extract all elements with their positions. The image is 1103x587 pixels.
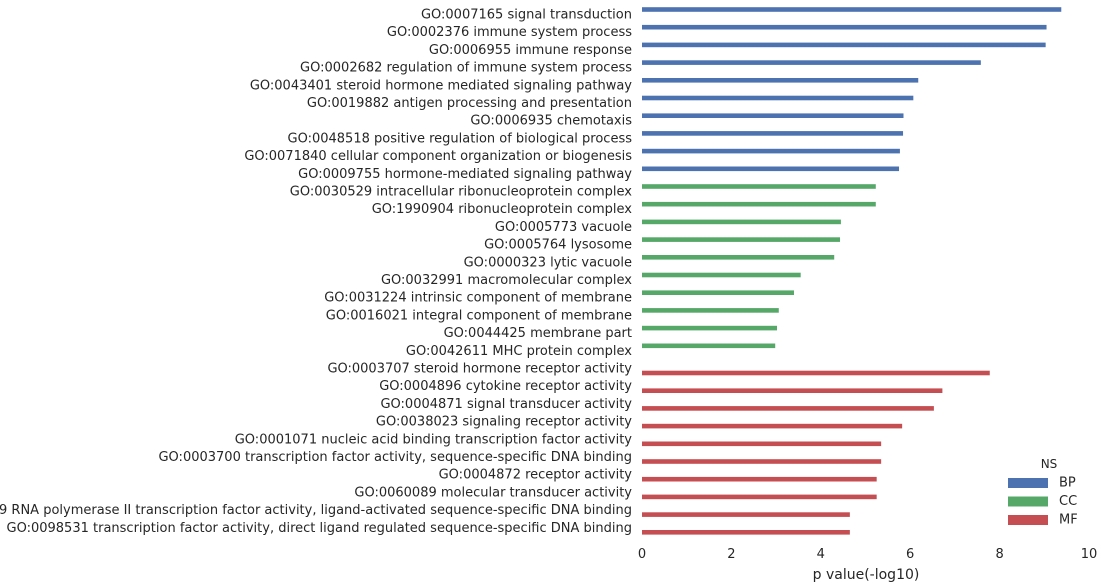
x-tick-label: 6 — [906, 547, 914, 562]
category-label: GO:0007165 signal transduction — [421, 8, 632, 23]
category-label: GO:0003707 steroid hormone receptor acti… — [327, 362, 632, 377]
category-label: GO:0043401 steroid hormone mediated sign… — [250, 78, 632, 93]
category-label: GO:0006955 immune response — [429, 43, 632, 58]
category-label: GO:0001071 nucleic acid binding transcri… — [235, 432, 633, 447]
x-tick-label: 0 — [638, 547, 646, 562]
bar-mf — [642, 459, 882, 464]
category-label: GO:0060089 molecular transducer activity — [354, 485, 632, 500]
category-label: GO:0038023 signaling receptor activity — [376, 415, 632, 430]
category-label: GO:0004896 cytokine receptor activity — [379, 379, 632, 394]
x-axis: 0 2 4 6 8 10 — [638, 547, 1097, 562]
bar-cc — [642, 184, 876, 189]
bar-cc — [642, 325, 777, 331]
category-label: GO:0002376 immune system process — [387, 25, 632, 40]
category-label: GO:1990904 ribonucleoprotein complex — [372, 202, 633, 217]
bar-bp — [642, 131, 904, 136]
bar-cc — [642, 343, 776, 349]
bar-cc — [642, 255, 835, 260]
category-label: GO:0044425 membrane part — [444, 326, 632, 341]
category-label: GO:0000323 lytic vacuole — [464, 255, 632, 270]
bar-cc — [642, 219, 841, 225]
category-label: GO:0004871 signal transducer activity — [380, 397, 632, 412]
category-label: GO:0042611 MHC protein complex — [406, 344, 632, 359]
x-axis-label: p value(-log10) — [813, 567, 920, 583]
bar-bp — [642, 7, 1062, 12]
bar-mf — [642, 406, 934, 411]
category-label: GO:0002682 regulation of immune system p… — [300, 61, 632, 76]
legend: NS BP CC MF — [1008, 457, 1078, 528]
category-label: GO:0048518 positive regulation of biolog… — [288, 131, 633, 146]
x-tick-label: 2 — [727, 547, 735, 562]
category-label: GO:0071840 cellular component organizati… — [244, 149, 632, 164]
bar-bp — [642, 166, 900, 172]
category-label: GO:0031224 intrinsic component of membra… — [324, 291, 632, 306]
category-label: GO:0032991 macromolecular complex — [381, 273, 632, 288]
x-tick-label: 8 — [995, 547, 1003, 562]
category-label: GO:0005773 vacuole — [495, 220, 632, 235]
bar-bp — [642, 60, 981, 65]
bar-mf — [642, 530, 850, 535]
category-label: GO:0019882 antigen processing and presen… — [307, 96, 632, 111]
legend-label: MF — [1059, 513, 1078, 528]
bar-cc — [642, 308, 779, 313]
bar-cc — [642, 237, 841, 242]
category-label: GO:0016021 integral component of membran… — [326, 308, 632, 323]
category-label: GO:0004872 receptor activity — [439, 468, 633, 483]
bar-bp — [642, 24, 1047, 30]
bar-mf — [642, 476, 877, 482]
legend-swatch-bp — [1008, 478, 1048, 488]
category-label: GO:0005764 lysosome — [484, 238, 632, 253]
legend-swatch-cc — [1008, 496, 1048, 507]
bar-mf — [642, 512, 850, 517]
x-tick-label: 4 — [817, 547, 825, 562]
category-labels-layer: GO:0007165 signal transduction GO:0002376… — [0, 8, 632, 536]
bar-mf — [642, 494, 877, 500]
bars-layer — [642, 7, 1062, 535]
bar-bp — [642, 148, 900, 154]
category-label: GO:0030529 intracellular ribonucleoprote… — [290, 185, 633, 200]
bar-bp — [642, 78, 919, 83]
bar-cc — [642, 290, 794, 295]
legend-label: BP — [1059, 476, 1076, 491]
bar-bp — [642, 95, 914, 101]
bar-mf — [642, 388, 943, 393]
legend-title: NS — [1041, 457, 1058, 471]
legend-label: CC — [1059, 494, 1077, 509]
category-label: GO:0098531 transcription factor activity… — [7, 521, 632, 536]
x-tick-label: 10 — [1081, 547, 1098, 562]
bar-cc — [642, 201, 876, 207]
bar-mf — [642, 423, 903, 429]
category-label: GO:0003700 transcription factor activity… — [158, 450, 632, 465]
bar-mf — [642, 441, 882, 447]
legend-swatch-mf — [1008, 515, 1048, 525]
bar-bp — [642, 113, 904, 118]
bar-cc — [642, 272, 801, 278]
bar-bp — [642, 42, 1046, 48]
bar-mf — [642, 370, 990, 376]
category-label: GO:0004879 RNA polymerase II transcripti… — [0, 503, 632, 518]
category-label: GO:0006935 chemotaxis — [470, 114, 632, 129]
category-label: GO:0009755 hormone-mediated signaling pa… — [298, 167, 632, 182]
